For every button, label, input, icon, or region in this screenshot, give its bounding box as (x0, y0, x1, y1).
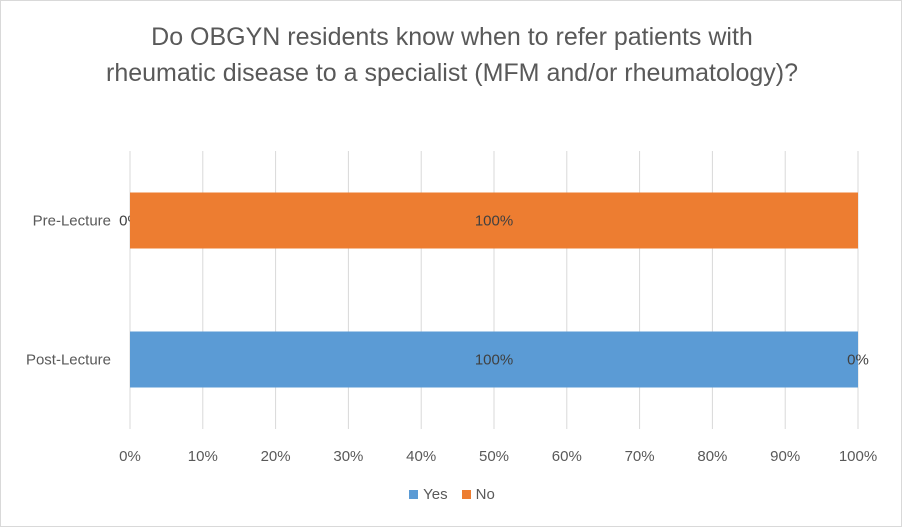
data-label: 100% (475, 352, 513, 369)
legend-label: No (475, 486, 495, 503)
x-tick-label: 60% (552, 448, 582, 465)
bar-yes (130, 331, 858, 388)
x-tick-label: 40% (406, 448, 436, 465)
x-tick-label: 20% (261, 448, 291, 465)
legend-swatch (461, 490, 471, 499)
x-tick-label: 90% (770, 448, 800, 465)
x-tick-label: 30% (333, 448, 363, 465)
legend-swatch (409, 490, 419, 499)
category-label: Post-Lecture (26, 352, 111, 369)
x-tick-label: 10% (188, 448, 218, 465)
legend-item-yes: Yes (409, 486, 448, 503)
plot-area: 0% 10% 20% 30% 40% 50% 60% 70% 80% 90% 100% Pre-Lec… (26, 151, 877, 465)
data-label: 100% (475, 213, 513, 230)
legend: Yes No (1, 486, 902, 503)
x-tick-label: 100% (839, 448, 877, 465)
legend-label: Yes (423, 486, 448, 503)
legend-item-no: No (461, 486, 495, 503)
data-label: 0% (847, 352, 869, 369)
category-label: Pre-Lecture (33, 213, 111, 230)
x-tick-label: 0% (119, 448, 141, 465)
chart-title: Do OBGYN residents know when to refer pa… (106, 23, 798, 87)
x-tick-label: 50% (479, 448, 509, 465)
x-tick-label: 80% (697, 448, 727, 465)
bar-no (130, 192, 858, 249)
x-tick-label: 70% (625, 448, 655, 465)
